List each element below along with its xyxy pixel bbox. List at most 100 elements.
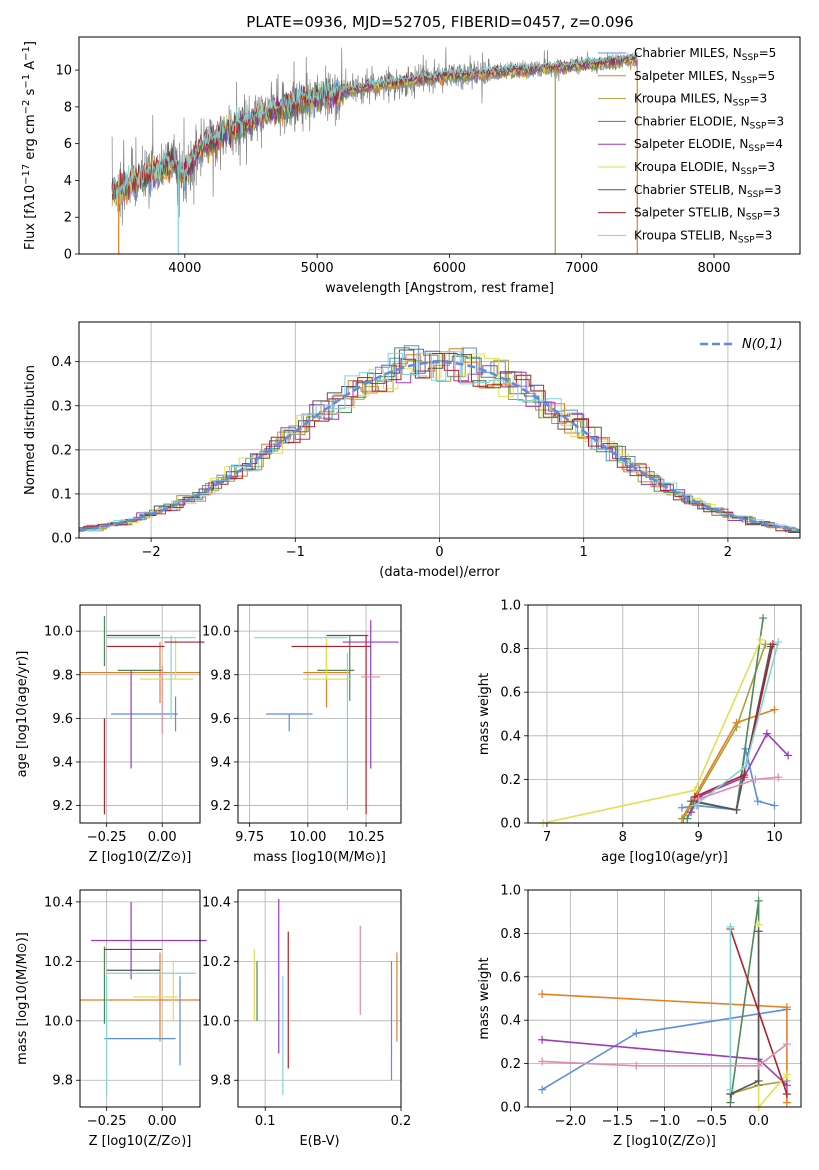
mass_vs_ebv-ytick-label: 10.4: [202, 895, 231, 910]
spectrum-xtick-label: 6000: [433, 261, 466, 276]
age_vs_Z-ytick-label: 9.2: [52, 799, 73, 814]
weight_vs_age-ytick-label: 0.8: [500, 642, 521, 657]
weight_vs_Z-ylabel: mass weight: [477, 957, 492, 1039]
weight_vs_age-frame: [527, 604, 802, 824]
weight_vs_age-series-marker: [762, 729, 771, 738]
spectrum-xtick-label: 4000: [168, 261, 201, 276]
residuals-ytick-label: 0.3: [51, 399, 72, 414]
spectrum-ylabel: Flux [fλ10−17 erg cm−2 s−1 A−1]: [21, 41, 38, 250]
weight_vs_age-xtick-label: 8: [619, 830, 627, 845]
residuals-ytick-label: 0.1: [51, 487, 72, 502]
residuals-gaussian-curve: [79, 360, 800, 532]
age_vs_mass-ytick-label: 9.6: [210, 712, 231, 727]
spectrum-ytick-label: 0: [64, 248, 72, 263]
weight_vs_Z-series-line: [729, 928, 788, 1095]
spectrum-xlabel: wavelength [Angstrom, rest frame]: [325, 281, 554, 296]
spectrum-ytick-label: 4: [64, 174, 72, 189]
mass_vs_Z-ytick-label: 10.4: [44, 895, 73, 910]
mass_vs_Z-xlabel: Z [log10(Z/Z⊙)]: [89, 1134, 192, 1149]
weight_vs_Z-series-marker: [538, 1085, 547, 1094]
age_vs_mass-ytick-label: 9.4: [210, 755, 231, 770]
weight_vs_age-series-marker: [768, 640, 777, 649]
mass_vs_Z-frame: [79, 889, 201, 1108]
weight_vs_age-series-marker: [756, 635, 765, 644]
weight_vs_Z-ytick-label: 0.4: [500, 1014, 521, 1029]
spectrum-frame: [78, 36, 801, 255]
weight_vs_Z-series-marker: [754, 1076, 763, 1085]
age_vs_mass-ytick-label: 9.8: [210, 668, 231, 683]
age_vs_mass-ytick-label: 10.0: [202, 625, 231, 640]
residuals-frame: [78, 321, 801, 539]
mass_vs_Z-xtick-label: −0.25: [87, 1114, 127, 1129]
weight_vs_age-ylabel: mass weight: [477, 673, 492, 755]
weight_vs_Z-series: [538, 896, 791, 1111]
weight_vs_Z-xtick-label: −1.5: [602, 1114, 634, 1129]
weight_vs_age-series-marker: [732, 805, 741, 814]
weight_vs_age-ytick-label: 0.2: [500, 773, 521, 788]
age_vs_mass-xlabel: mass [log10(M/M⊙)]: [253, 850, 386, 865]
age_vs_Z-ytick-label: 10.0: [44, 625, 73, 640]
weight_vs_Z-series-marker: [782, 1098, 791, 1107]
weight_vs_age-series-marker: [687, 797, 696, 806]
age_vs_Z-ytick-label: 9.6: [52, 712, 73, 727]
weight_vs_Z-ytick-label: 1.0: [500, 884, 521, 899]
spectrum-legend: Chabrier MILES, NSSP=5 Salpeter MILES, NS…: [598, 46, 784, 245]
weight_vs_Z-series-marker: [754, 927, 763, 936]
weight_vs_Z-series-marker: [538, 1057, 547, 1066]
weight_vs_age-xtick-label: 10: [766, 830, 783, 845]
weight_vs_Z-series-marker: [538, 990, 547, 999]
age_vs_Z-points: [80, 615, 205, 815]
spectrum-legend-label: Kroupa STELIB, NSSP=3: [634, 228, 772, 245]
mass_vs_ebv-xtick-label: 0.2: [391, 1114, 412, 1129]
spectrum-legend-label: Salpeter ELODIE, NSSP=4: [634, 137, 783, 154]
spectrum-data-line: [111, 47, 638, 226]
weight_vs_Z-series-marker: [726, 1085, 735, 1094]
age_vs_Z-xlabel: Z [log10(Z/Z⊙)]: [89, 850, 192, 865]
weight_vs_age-ytick-label: 1.0: [500, 599, 521, 614]
weight_vs_age-series-marker: [694, 795, 703, 804]
residuals-xtick-label: 0: [435, 545, 443, 560]
mass_vs_ebv-points: [253, 898, 398, 1096]
weight_vs_Z-series-marker: [632, 1061, 641, 1070]
spectrum-ytick-label: 6: [64, 137, 72, 152]
spectrum-plot-area: [111, 47, 638, 254]
weight_vs_age-ytick-label: 0.0: [500, 817, 521, 832]
weight_vs_age-series-marker: [683, 814, 692, 823]
weight_vs_age-series-line: [690, 732, 789, 813]
spectrum-model-line: [111, 52, 638, 202]
mass_vs_Z-ytick-label: 10.2: [44, 955, 73, 970]
mass_vs_Z-ytick-label: 9.8: [52, 1074, 73, 1089]
weight_vs_age-xtick-label: 7: [543, 830, 551, 845]
weight_vs_Z-series-marker: [726, 922, 735, 931]
weight_vs_age-ytick-label: 0.6: [500, 686, 521, 701]
weight_vs_age-series-marker: [677, 803, 686, 812]
weight_vs_age-series-marker: [690, 801, 699, 810]
mass_vs_ebv-frame: [237, 889, 402, 1108]
weight_vs_Z-series-marker: [782, 1003, 791, 1012]
weight_vs_Z-ytick-label: 0.8: [500, 927, 521, 942]
weight_vs_age-ytick-label: 0.4: [500, 729, 521, 744]
weight_vs_Z-ytick-label: 0.0: [500, 1101, 521, 1116]
age_vs_mass-ytick-label: 9.2: [210, 799, 231, 814]
weight_vs_age-series-marker: [770, 705, 779, 714]
residuals-legend: N(0,1): [700, 337, 783, 352]
mass_vs_Z-axes: −0.25 0.00 9.8 10.0 10.2 10.4: [44, 890, 200, 1129]
mass_vs_ebv-xlabel: E(B-V): [299, 1134, 339, 1149]
residuals-ytick-label: 0.0: [51, 532, 72, 547]
weight_vs_Z-series-marker: [726, 1098, 735, 1107]
weight_vs_age-xlabel: age [log10(age/yr)]: [601, 850, 728, 865]
weight_vs_age-series-marker: [740, 771, 749, 780]
weight_vs_Z-series-marker: [632, 1029, 641, 1038]
residuals-xlabel: (data-model)/error: [379, 565, 500, 580]
weight_vs_Z-series-marker: [782, 1089, 791, 1098]
mass_vs_ebv-axes: 0.1 0.2 9.8 10.0 10.2 10.4: [202, 890, 411, 1129]
figure-title: PLATE=0936, MJD=52705, FIBERID=0457, z=0…: [246, 13, 633, 31]
age_vs_mass-xtick-label: 10.00: [289, 830, 326, 845]
mass_vs_Z-ylabel: mass [log10(M/M⊙)]: [15, 932, 30, 1065]
weight_vs_Z-xtick-label: −2.0: [555, 1114, 587, 1129]
age_vs_Z-xtick-label: −0.25: [87, 830, 127, 845]
age_vs_Z-xtick-label: 0.00: [148, 830, 177, 845]
weight_vs_Z-series-marker: [782, 1040, 791, 1049]
weight_vs_Z-axes: −2.0 −1.5 −1.0 −0.5 0.0 0.0 0.2 0.4 0.6 0.8 1.0: [500, 884, 801, 1129]
mass_vs_Z-points: [80, 901, 207, 1096]
